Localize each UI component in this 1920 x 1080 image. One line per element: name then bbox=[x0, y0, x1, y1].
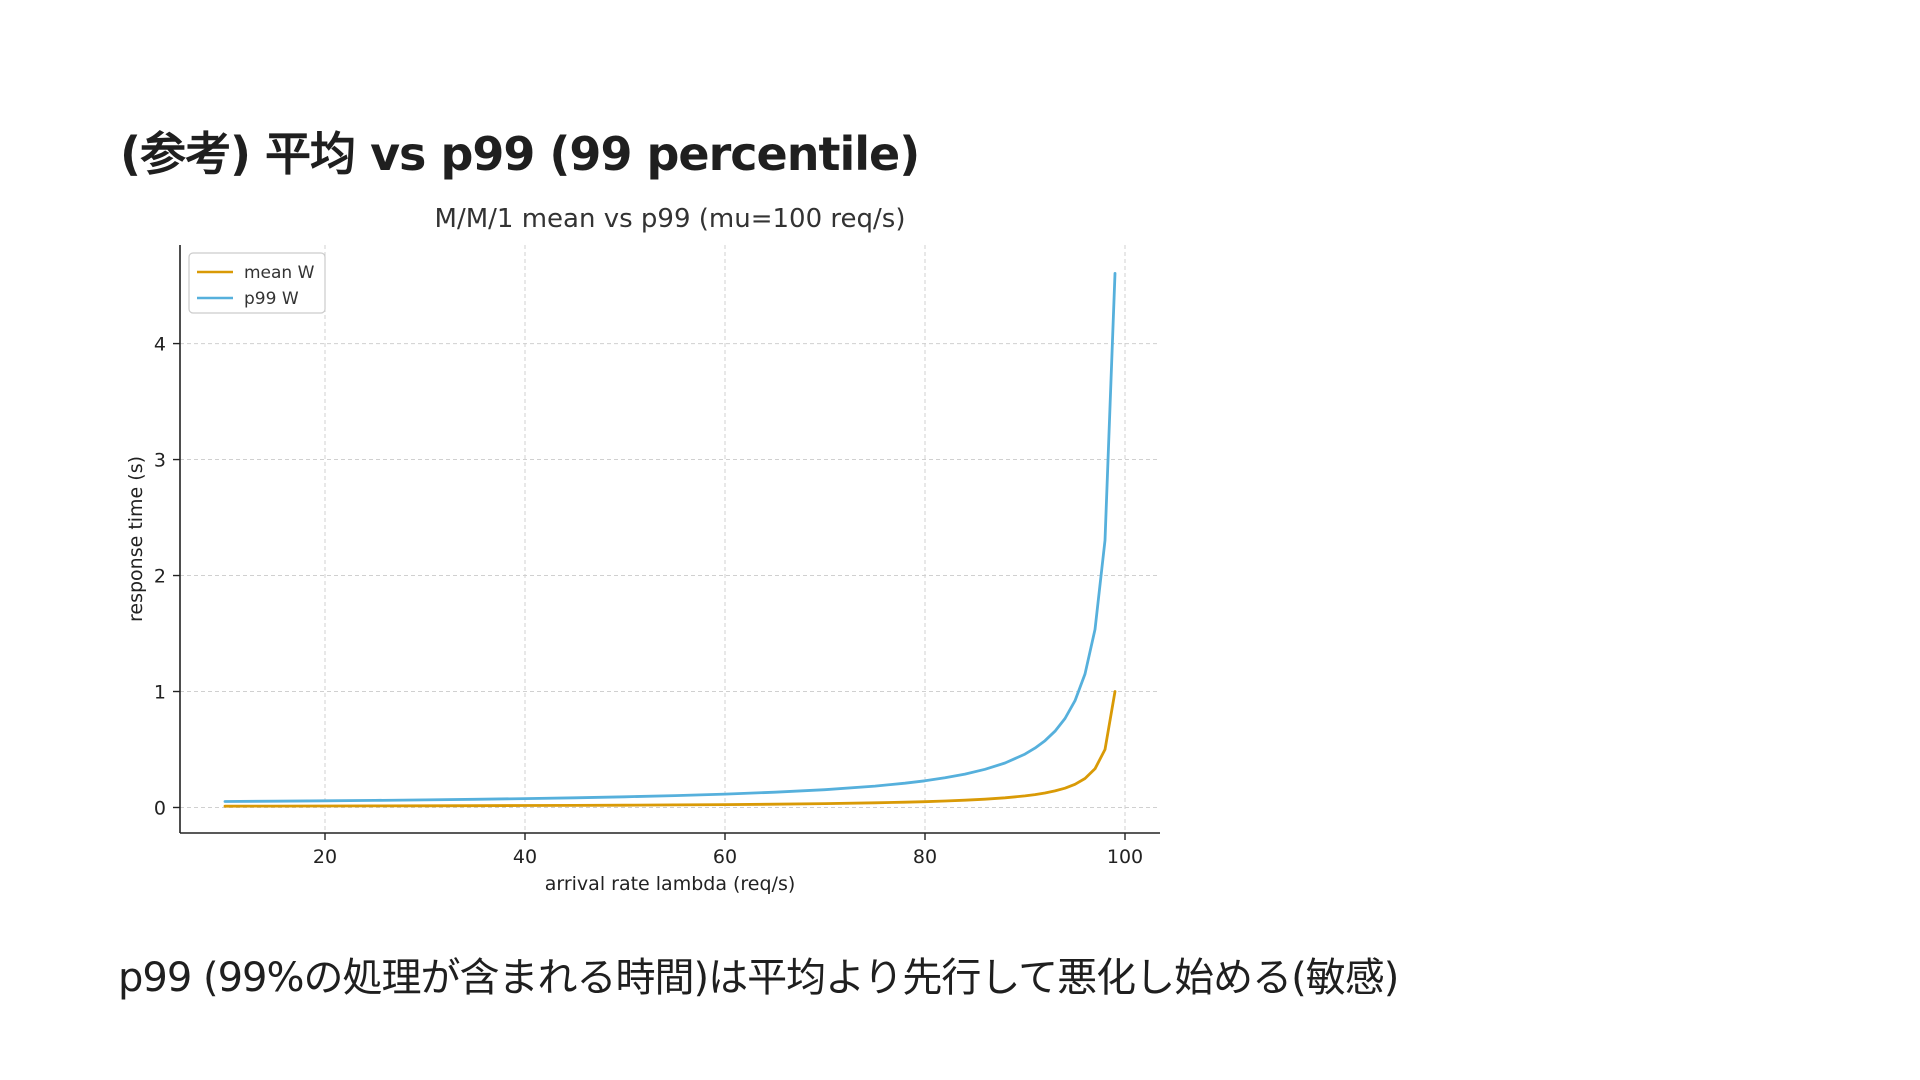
y-tick-label: 2 bbox=[154, 566, 166, 588]
series-line-mean bbox=[223, 690, 1117, 808]
x-tick-label: 100 bbox=[1107, 846, 1143, 868]
y-tick-label: 4 bbox=[154, 334, 166, 356]
x-tick-label: 80 bbox=[913, 846, 937, 868]
legend: mean W p99 W bbox=[188, 252, 326, 314]
y-axis-label: response time (s) bbox=[125, 456, 147, 622]
x-tick-label: 20 bbox=[313, 846, 337, 868]
y-tick-label: 0 bbox=[154, 797, 166, 819]
chart-svg: 20 40 60 80 100 0 1 2 3 4 M/M/1 mean vs p99 (mu=1… bbox=[125, 205, 1160, 895]
slide-caption: p99 (99%の処理が含まれる時間)は平均より先行して悪化し始める(敏感) bbox=[118, 955, 1399, 1001]
chart-title: M/M/1 mean vs p99 (mu=100 req/s) bbox=[435, 205, 906, 234]
x-tick-label: 40 bbox=[513, 846, 537, 868]
x-axis-label: arrival rate lambda (req/s) bbox=[545, 873, 796, 895]
series-line-p99 bbox=[223, 272, 1117, 803]
y-tick-label: 3 bbox=[154, 450, 166, 472]
legend-label-p99: p99 W bbox=[244, 289, 299, 309]
axes bbox=[173, 245, 1160, 840]
x-tick-label: 60 bbox=[713, 846, 737, 868]
tick-labels: 20 40 60 80 100 0 1 2 3 4 bbox=[154, 334, 1143, 868]
grid-lines bbox=[180, 245, 1160, 833]
slide-title: (参考) 平均 vs p99 (99 percentile) bbox=[120, 127, 920, 181]
series-lines bbox=[223, 272, 1117, 808]
legend-label-mean: mean W bbox=[244, 263, 315, 283]
y-tick-label: 1 bbox=[154, 682, 166, 704]
chart-container: 20 40 60 80 100 0 1 2 3 4 M/M/1 mean vs p99 (mu=1… bbox=[120, 205, 1180, 905]
